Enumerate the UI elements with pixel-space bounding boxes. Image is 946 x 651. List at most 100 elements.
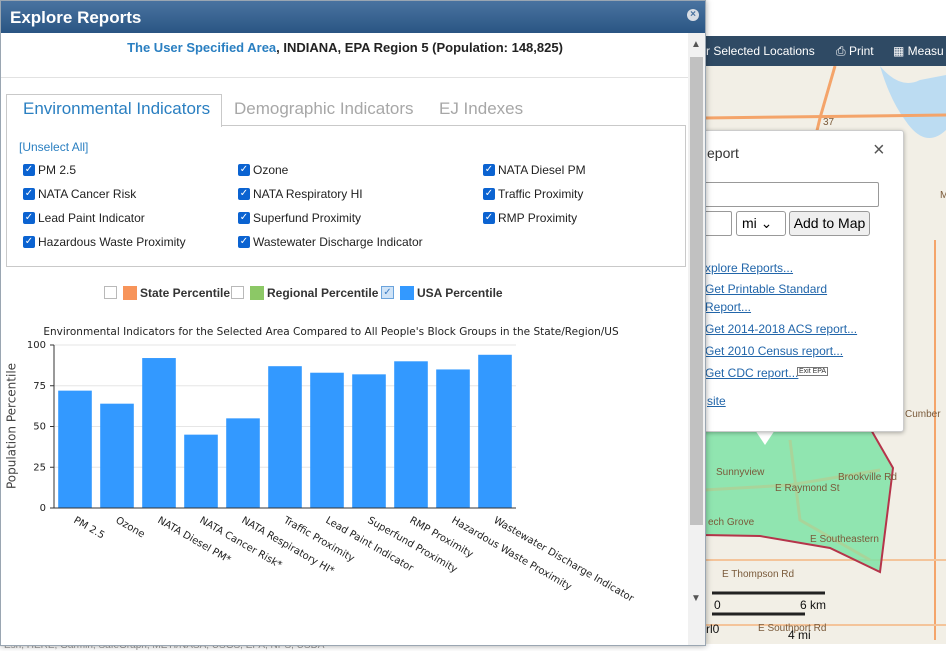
legend-swatch bbox=[250, 286, 264, 300]
y-tick-label: 75 bbox=[33, 381, 46, 392]
popup-link[interactable]: Get 2014-2018 ACS report... bbox=[705, 322, 858, 336]
checkbox[interactable]: ✓ bbox=[238, 188, 250, 200]
text-input[interactable] bbox=[703, 182, 879, 207]
area-heading: The User Specified Area, INDIANA, EPA Re… bbox=[1, 40, 689, 55]
checkbox[interactable]: ✓ bbox=[23, 236, 35, 248]
area-link[interactable]: The User Specified Area bbox=[127, 40, 277, 55]
popup-link[interactable]: Get CDC report... bbox=[705, 366, 799, 380]
popup-link[interactable]: Get Printable Standard bbox=[705, 282, 828, 296]
tab[interactable]: Demographic Indicators bbox=[234, 99, 414, 118]
checkbox-label: NATA Cancer Risk bbox=[38, 187, 137, 201]
scroll-down[interactable]: ▼ bbox=[691, 593, 701, 604]
unit-select[interactable]: mi ⌄ bbox=[736, 211, 786, 236]
bar bbox=[478, 354, 512, 508]
legend-swatch bbox=[123, 286, 137, 300]
water bbox=[880, 66, 946, 138]
map-label: M bbox=[940, 190, 946, 201]
road bbox=[703, 113, 946, 120]
y-tick-label: 25 bbox=[33, 462, 46, 473]
checkbox-label: Ozone bbox=[253, 163, 289, 177]
bar bbox=[184, 434, 218, 508]
dialog-title: Explore Reports bbox=[1, 1, 705, 33]
top-strip bbox=[704, 0, 946, 36]
map-toolbar bbox=[704, 36, 946, 66]
unselect-all[interactable]: [Unselect All] bbox=[19, 140, 89, 154]
map-label: Sunnyview bbox=[716, 467, 765, 478]
road bbox=[788, 439, 871, 562]
checkbox[interactable]: ✓ bbox=[238, 164, 250, 176]
toolbar-item[interactable]: ⎙ Print bbox=[836, 44, 874, 58]
scroll-thumb[interactable] bbox=[690, 57, 703, 525]
legend-label: Regional Percentile bbox=[267, 286, 379, 300]
scale-label: 4 mi bbox=[788, 628, 811, 642]
popup-link[interactable]: Report... bbox=[705, 300, 752, 314]
exit-badge: Exit EPA bbox=[797, 367, 829, 376]
map-label: ech Grove bbox=[708, 517, 755, 528]
y-tick-label: 0 bbox=[40, 503, 46, 514]
checkbox-label: Wastewater Discharge Indicator bbox=[253, 235, 423, 249]
legend-checkbox[interactable]: ✓ bbox=[381, 286, 394, 299]
tab[interactable]: EJ Indexes bbox=[439, 99, 524, 118]
popup-link[interactable]: Get 2010 Census report... bbox=[705, 344, 844, 358]
chart: Environmental Indicators for the Selecte… bbox=[5, 326, 637, 605]
radius-input[interactable] bbox=[703, 211, 732, 236]
map-label: Brookville Rd bbox=[838, 472, 897, 483]
bar bbox=[100, 403, 134, 508]
checkbox[interactable]: ✓ bbox=[23, 188, 35, 200]
scroll-up[interactable]: ▲ bbox=[691, 39, 701, 50]
checkbox[interactable]: ✓ bbox=[238, 212, 250, 224]
bar bbox=[268, 366, 302, 508]
toolbar-label: Measu bbox=[907, 44, 944, 58]
map-label: E Southport Rd bbox=[758, 623, 827, 634]
popup-close[interactable]: × bbox=[873, 139, 885, 161]
toolbar-item[interactable]: ▦ Measu bbox=[893, 44, 944, 58]
checkbox-label: PM 2.5 bbox=[38, 163, 77, 177]
checkbox[interactable]: ✓ bbox=[483, 188, 495, 200]
unit-label: mi bbox=[742, 215, 757, 231]
checkbox[interactable]: ✓ bbox=[483, 212, 495, 224]
popup-link[interactable]: xplore Reports... bbox=[705, 261, 794, 275]
add-button[interactable]: Add to Map bbox=[789, 211, 870, 236]
checkbox[interactable]: ✓ bbox=[238, 236, 250, 248]
map-label: 37 bbox=[823, 117, 835, 128]
checkbox-label: Hazardous Waste Proximity bbox=[38, 235, 186, 249]
checkbox[interactable]: ✓ bbox=[483, 164, 495, 176]
x-tick-label: PM 2.5 bbox=[72, 515, 107, 541]
checkbox[interactable]: ✓ bbox=[23, 164, 35, 176]
legend-checkbox[interactable] bbox=[231, 286, 244, 299]
bar bbox=[436, 369, 470, 508]
dialog-close[interactable]: × bbox=[687, 9, 699, 21]
bar bbox=[310, 372, 344, 508]
tab[interactable]: Environmental Indicators bbox=[23, 99, 211, 118]
x-tick-label: NATA Diesel PM* bbox=[156, 515, 233, 566]
checkbox-label: Superfund Proximity bbox=[253, 211, 362, 225]
y-tick-label: 50 bbox=[33, 422, 46, 433]
active-tab-box bbox=[6, 94, 222, 127]
checkbox[interactable]: ✓ bbox=[23, 212, 35, 224]
bar bbox=[394, 361, 428, 508]
indicator-panel bbox=[6, 125, 686, 267]
legend-checkbox[interactable] bbox=[104, 286, 117, 299]
legend-swatch bbox=[400, 286, 414, 300]
road bbox=[703, 468, 881, 492]
separator bbox=[1, 77, 689, 78]
map-label: E Raymond St bbox=[775, 483, 840, 494]
bar bbox=[352, 374, 386, 508]
checkbox-label: Lead Paint Indicator bbox=[38, 211, 145, 225]
checkbox-label: NATA Respiratory HI bbox=[253, 187, 363, 201]
y-tick-label: 100 bbox=[27, 340, 46, 351]
toolbar-label: Print bbox=[848, 44, 874, 58]
legend-label: USA Percentile bbox=[417, 286, 503, 300]
y-axis-label: Population Percentile bbox=[5, 363, 19, 489]
selected-area bbox=[703, 416, 895, 574]
scale-label: rl0 bbox=[706, 622, 720, 636]
map-label: Cumber bbox=[905, 409, 941, 420]
checkbox-label: Traffic Proximity bbox=[498, 187, 584, 201]
popup-title: eport bbox=[707, 145, 739, 161]
map-label: E Southeastern bbox=[810, 534, 879, 545]
legend-label: State Percentile bbox=[140, 286, 231, 300]
popup-link[interactable]: site bbox=[707, 394, 726, 408]
toolbar-item[interactable]: r Selected Locations bbox=[706, 44, 815, 58]
checkbox-label: RMP Proximity bbox=[498, 211, 578, 225]
